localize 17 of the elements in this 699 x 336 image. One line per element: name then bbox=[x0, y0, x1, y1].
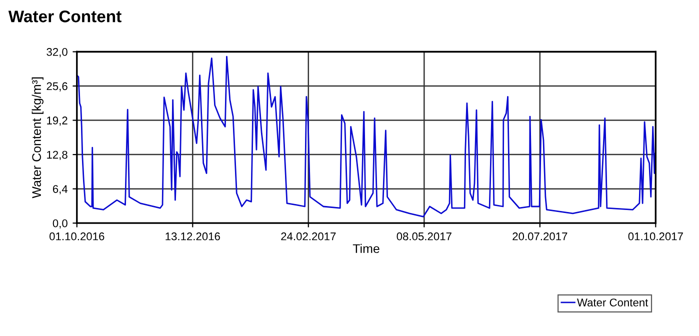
x-tick-label: 01.10.2017 bbox=[628, 232, 683, 240]
x-tick-label: 01.10.2016 bbox=[50, 232, 104, 240]
y-tick-label: 6,4 bbox=[52, 185, 68, 194]
x-tick-label: 08.05.2017 bbox=[396, 232, 452, 240]
y-tick-label: 25,6 bbox=[46, 82, 68, 92]
y-axis-title: Water Content [kg/m³] bbox=[32, 77, 44, 198]
y-tick-label: 0,0 bbox=[52, 219, 68, 229]
x-axis-title: Time bbox=[352, 244, 380, 254]
line-series bbox=[76, 56, 656, 218]
chart-title: Water Content bbox=[8, 10, 122, 22]
x-tick-label: 13.12.2016 bbox=[166, 232, 220, 240]
y-tick-label: 19,2 bbox=[47, 116, 68, 126]
x-tick-label: 24.02.2017 bbox=[281, 232, 336, 240]
legend-label: Water Content bbox=[577, 298, 648, 306]
y-tick-label: 12,8 bbox=[47, 150, 68, 160]
y-tick-label: 32,0 bbox=[46, 48, 68, 58]
x-tick-label: 20.07.2017 bbox=[512, 232, 568, 240]
